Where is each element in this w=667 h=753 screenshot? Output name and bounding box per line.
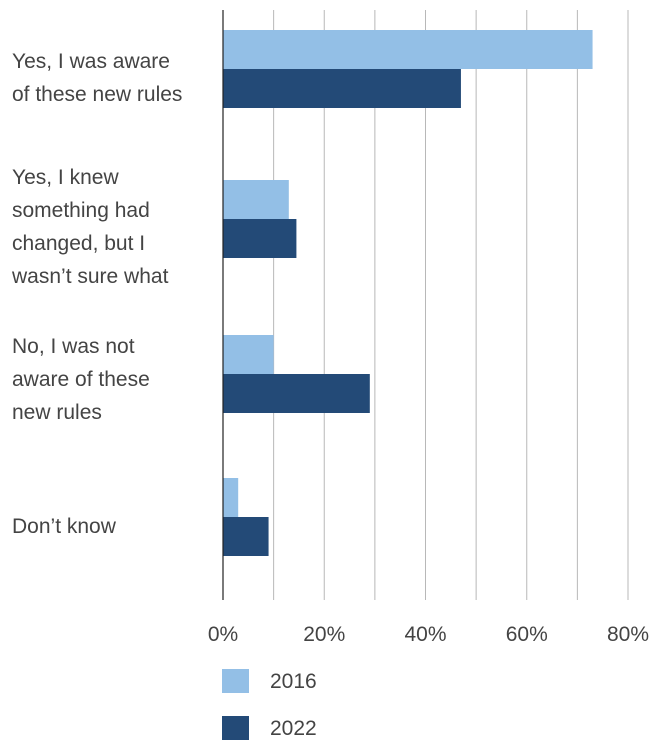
x-tick-label-80: 80%: [607, 623, 649, 646]
x-tick-labels: 0% 20% 40% 60% 80%: [208, 623, 649, 646]
bar-2022-4: [223, 517, 269, 556]
bar-2016-3: [223, 335, 274, 374]
x-tick-label-60: 60%: [506, 623, 548, 646]
x-tick-label-20: 20%: [303, 623, 345, 646]
category-label-1: Yes, I was aware of these new rules: [12, 50, 182, 106]
legend-label-2016: 2016: [270, 670, 317, 693]
x-tick-label-0: 0%: [208, 623, 238, 646]
bar-2022-3: [223, 374, 370, 413]
bar-2022-2: [223, 219, 297, 258]
bar-2016-4: [223, 478, 239, 517]
bar-2016-1: [223, 30, 593, 69]
grid-lines: [273, 10, 629, 600]
bar-2016-2: [223, 180, 289, 219]
bar-2022-1: [223, 69, 461, 108]
legend-swatch-2016: [222, 669, 249, 693]
bars: [223, 30, 593, 556]
legend: 2016 2022: [222, 669, 317, 740]
x-tick-label-40: 40%: [404, 623, 446, 646]
legend-label-2022: 2022: [270, 717, 317, 740]
legend-swatch-2022: [222, 716, 249, 740]
category-label-3: No, I was not aware of these new rules: [12, 335, 150, 424]
category-labels: Yes, I was aware of these new rules Yes, I…: [11, 50, 182, 538]
category-label-4: Don’t know: [12, 515, 117, 538]
